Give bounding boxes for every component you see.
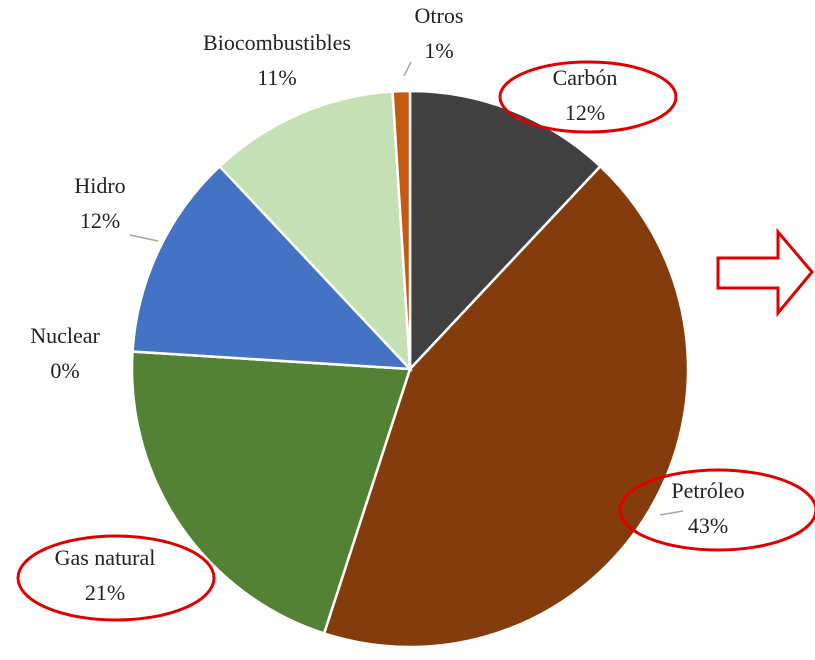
leader-line bbox=[403, 61, 412, 77]
pie-slice bbox=[391, 89, 412, 370]
value-label: 11% bbox=[257, 65, 297, 90]
slice-label: Petróleo bbox=[671, 478, 744, 503]
slice-label: Otros bbox=[415, 3, 464, 28]
pie bbox=[130, 89, 690, 649]
value-label: 12% bbox=[80, 208, 120, 233]
labels: Carbón 12% Petróleo 43% Gas natural 21% Nuclea… bbox=[30, 3, 744, 605]
pie-slice bbox=[322, 164, 690, 649]
pie-slice bbox=[217, 90, 412, 373]
leader-line bbox=[129, 234, 159, 242]
highlight-ellipse bbox=[618, 468, 815, 552]
slice-label: Hidro bbox=[74, 173, 125, 198]
slice-label: Biocombustibles bbox=[203, 30, 351, 55]
value-label: 12% bbox=[565, 100, 605, 125]
slice-label: Carbón bbox=[553, 65, 618, 90]
leader-line bbox=[659, 510, 684, 516]
value-label: 21% bbox=[85, 580, 125, 605]
value-label: 43% bbox=[688, 513, 728, 538]
pie-slice bbox=[130, 350, 412, 635]
slice-label: Nuclear bbox=[30, 323, 100, 348]
value-label: 0% bbox=[50, 358, 79, 383]
arrow bbox=[716, 227, 814, 318]
value-label: 1% bbox=[424, 38, 453, 63]
pie-slice bbox=[131, 164, 414, 371]
highlight-ellipse bbox=[498, 60, 678, 134]
highlight-ellipse bbox=[16, 534, 216, 622]
pie-slice bbox=[408, 89, 603, 373]
slice-label: Gas natural bbox=[55, 545, 156, 570]
